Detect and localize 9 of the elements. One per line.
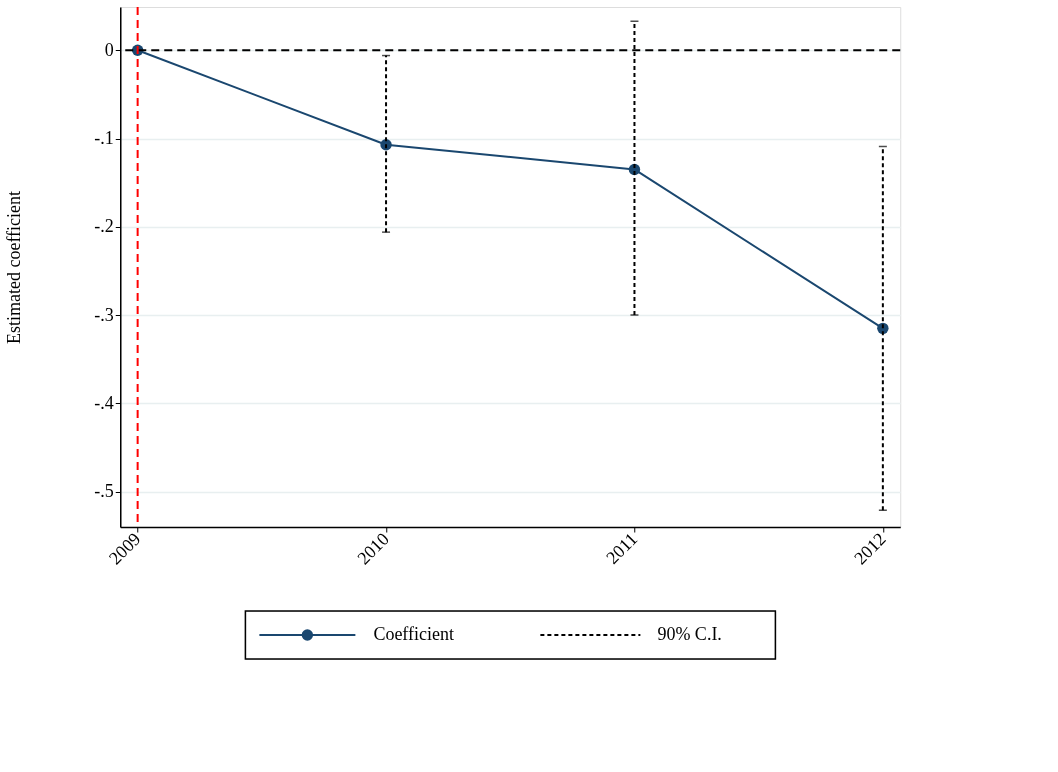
y-tick-label: -.3: [94, 304, 114, 325]
y-tick-label: -.2: [94, 216, 114, 237]
y-tick-label: -.4: [94, 392, 114, 413]
text: 90% C.I.: [657, 624, 722, 644]
y-tick-label: -.5: [94, 481, 114, 502]
y-tick-label: 0: [104, 39, 114, 60]
y-axis-title: Estimated coefficient: [4, 190, 25, 345]
text: Coefficient: [373, 624, 455, 644]
y-tick-label: -.1: [94, 128, 114, 149]
